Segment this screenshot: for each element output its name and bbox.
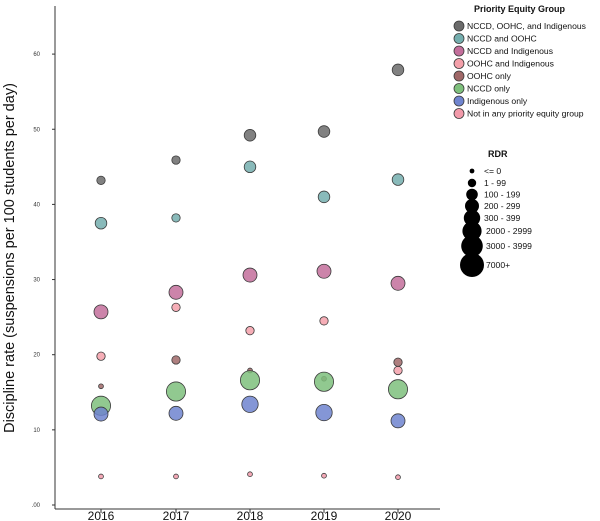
- data-point: [241, 395, 259, 413]
- data-point: [93, 304, 109, 320]
- data-point: [171, 302, 181, 312]
- y-tick-label: .00: [32, 503, 41, 509]
- legend-label: NCCD, OOHC, and Indigenous: [467, 21, 586, 31]
- data-point: [313, 371, 334, 392]
- data-point: [96, 351, 106, 361]
- data-point: [168, 405, 184, 421]
- legend-marker: [453, 33, 465, 44]
- data-point: [165, 381, 186, 402]
- data-point: [239, 370, 260, 391]
- data-point: [96, 175, 106, 185]
- legend-label: NCCD and OOHC: [467, 34, 537, 44]
- data-point: [321, 472, 327, 479]
- x-tick-label: 2017: [163, 509, 190, 521]
- data-point: [243, 129, 257, 142]
- x-tick-label: 2016: [88, 509, 115, 521]
- data-point: [171, 355, 181, 365]
- legend-label: Indigenous only: [467, 96, 528, 106]
- data-point: [390, 413, 406, 429]
- legend-marker: [453, 58, 465, 69]
- legend-label: Not in any priority equity group: [467, 109, 584, 119]
- size-legend-label: <= 0: [484, 166, 501, 176]
- size-legend-marker: [462, 221, 482, 241]
- y-tick-label: 30: [33, 278, 40, 284]
- data-point: [168, 284, 184, 300]
- size-legend-marker: [467, 178, 477, 188]
- data-point: [391, 63, 405, 77]
- data-point: [242, 267, 258, 283]
- size-legend-marker: [463, 209, 481, 227]
- legend-label: OOHC and Indigenous: [467, 59, 554, 69]
- data-point: [317, 125, 331, 138]
- size-legend-marker: [465, 199, 479, 213]
- data-point: [247, 471, 253, 477]
- size-legend-marker: [461, 235, 483, 257]
- data-point: [98, 473, 104, 480]
- data-point: [315, 403, 333, 422]
- size-legend-label: 2000 - 2999: [486, 226, 532, 236]
- size-legend-label: 100 - 199: [484, 190, 521, 200]
- data-point: [395, 474, 401, 480]
- y-tick-label: 10: [33, 428, 40, 434]
- legend-title: Priority Equity Group: [474, 4, 566, 14]
- data-point: [387, 379, 408, 400]
- size-legend-title: RDR: [488, 149, 508, 159]
- y-axis-title: Discipline rate (suspensions per 100 stu…: [2, 83, 18, 433]
- legend-label: NCCD only: [467, 84, 511, 94]
- data-point: [316, 263, 332, 279]
- size-legend-label: 200 - 299: [484, 201, 521, 211]
- data-point: [390, 275, 406, 291]
- y-tick-label: 20: [33, 353, 40, 359]
- data-point: [93, 406, 109, 422]
- legend-marker: [453, 45, 465, 57]
- color-legend: Priority Equity Group NCCD, OOHC, and In…: [453, 4, 586, 119]
- data-point: [319, 316, 329, 326]
- size-legend-marker: [466, 188, 478, 201]
- data-point: [171, 213, 181, 223]
- legend-label: OOHC only: [467, 71, 512, 81]
- x-tick-labels: 2016 2017 2018 2019 2020: [88, 509, 412, 521]
- x-tick-label: 2019: [311, 509, 338, 521]
- data-point: [173, 473, 179, 480]
- x-tick-label: 2020: [385, 509, 412, 521]
- data-point: [94, 216, 108, 230]
- legend-marker: [453, 83, 465, 94]
- legend-label: NCCD and Indigenous: [467, 46, 553, 56]
- y-tick-label: 50: [33, 127, 40, 133]
- y-tick-labels: .00 10 20 30 40 50 60: [32, 52, 55, 509]
- data-points: [91, 63, 408, 480]
- size-legend-marker: [460, 253, 484, 277]
- legend-marker: [453, 108, 465, 119]
- data-point: [245, 326, 255, 336]
- data-point: [98, 383, 104, 390]
- data-point: [317, 190, 331, 204]
- size-legend-marker: [469, 168, 475, 174]
- size-legend-label: 300 - 399: [484, 213, 521, 223]
- y-tick-label: 60: [33, 52, 40, 58]
- data-point: [393, 357, 403, 367]
- legend-marker: [453, 70, 465, 82]
- legend-marker: [453, 20, 465, 32]
- size-legend-label: 7000+: [486, 260, 510, 270]
- y-tick-label: 40: [33, 202, 40, 208]
- data-point: [391, 173, 405, 186]
- data-point: [243, 160, 257, 174]
- size-legend-label: 3000 - 3999: [486, 241, 532, 251]
- legend-marker: [453, 95, 465, 107]
- size-legend-label: 1 - 99: [484, 178, 506, 188]
- data-point: [393, 365, 403, 376]
- x-tick-label: 2018: [237, 509, 264, 521]
- data-point: [171, 155, 181, 165]
